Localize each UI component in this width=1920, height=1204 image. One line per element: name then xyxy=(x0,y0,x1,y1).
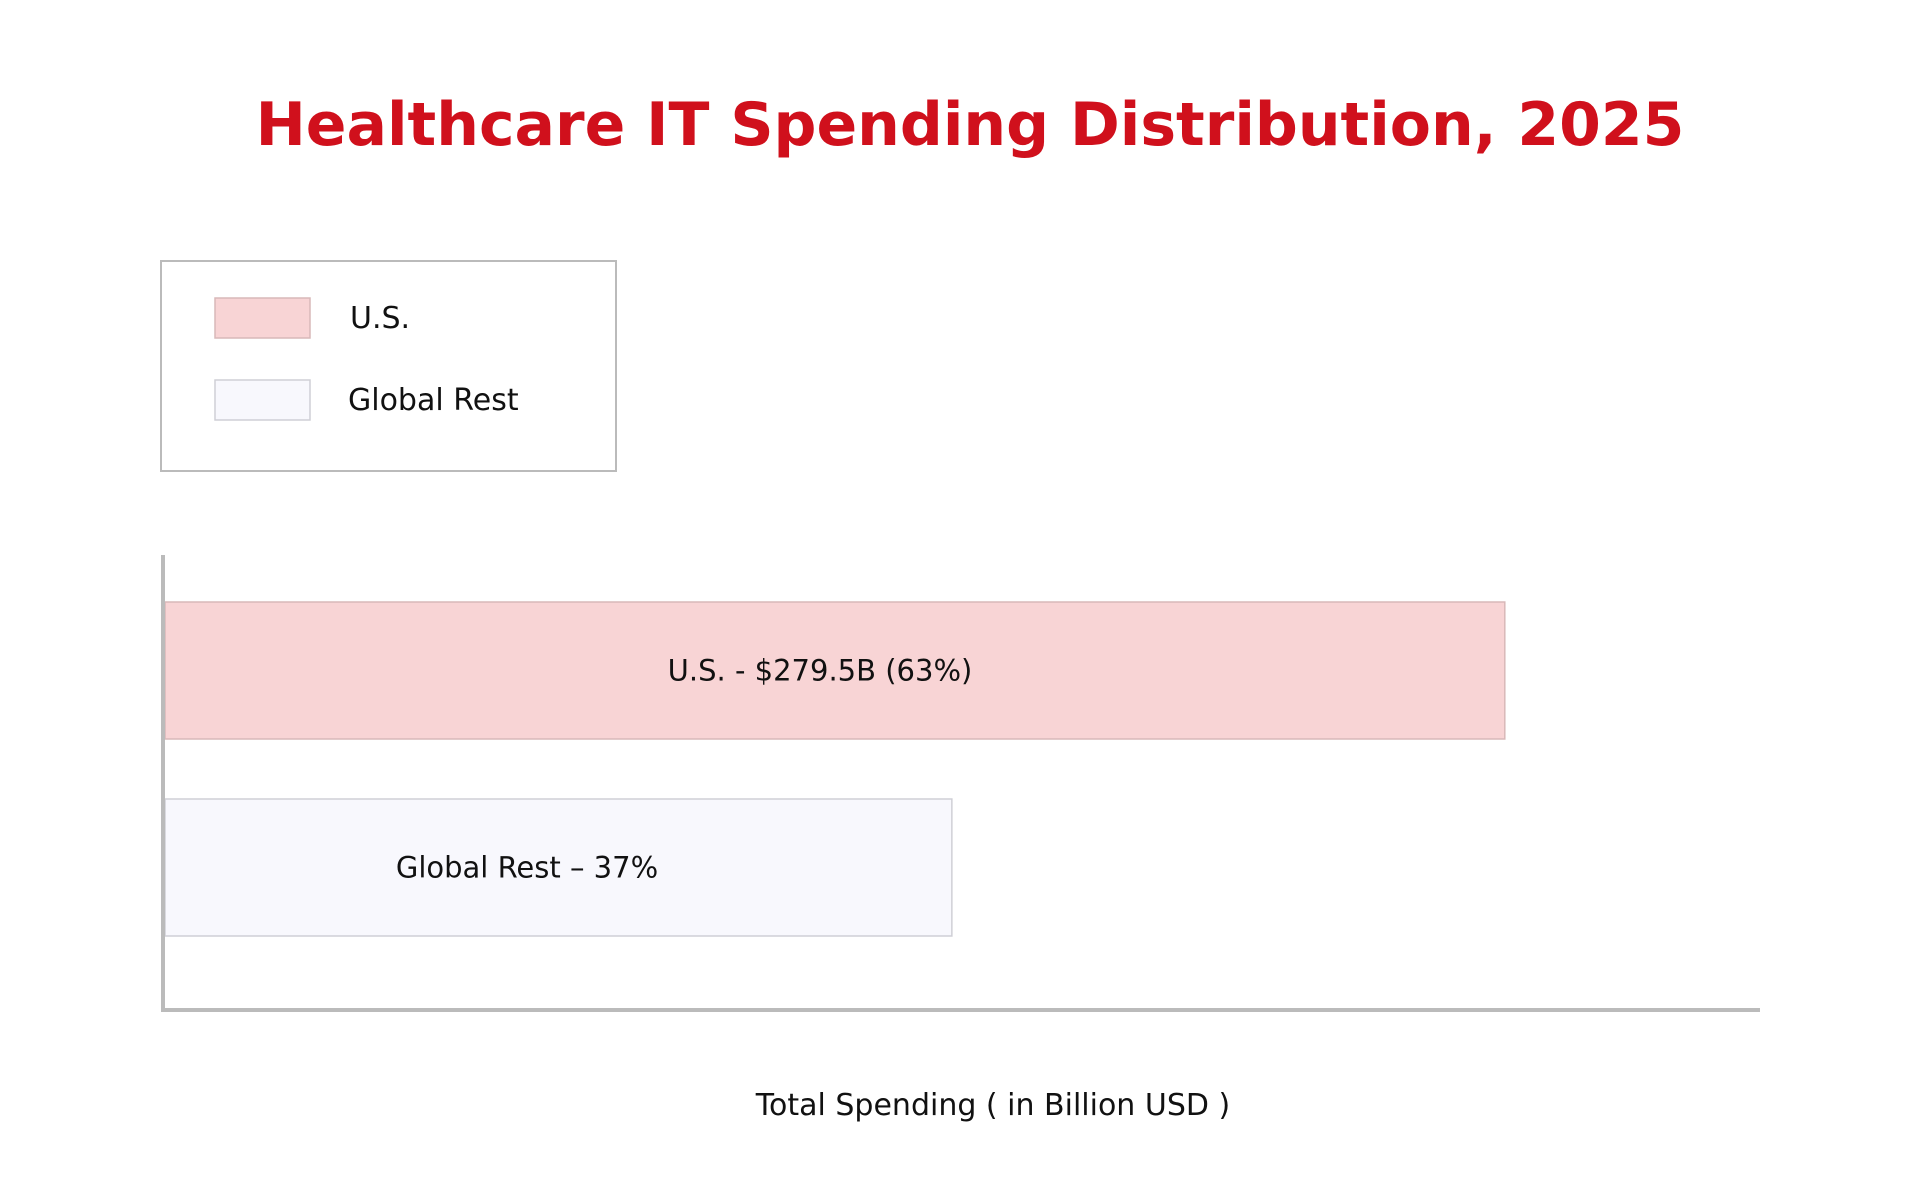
x-axis-label: Total Spending ( in Billion USD ) xyxy=(755,1088,1230,1123)
legend-label-global-rest: Global Rest xyxy=(348,383,519,418)
legend-swatch-us xyxy=(214,297,311,339)
bar-us xyxy=(164,601,1506,740)
legend-label-us: U.S. xyxy=(350,301,410,336)
legend: U.S. Global Rest xyxy=(160,260,617,472)
legend-swatch-global-rest xyxy=(214,379,311,421)
bar-label-global-rest: Global Rest – 37% xyxy=(396,851,658,885)
bar-label-us: U.S. - $279.5B (63%) xyxy=(668,654,973,688)
legend-box xyxy=(160,260,617,472)
chart-title: Healthcare IT Spending Distribution, 202… xyxy=(256,90,1685,160)
bars-group: U.S. - $279.5B (63%) Global Rest – 37% xyxy=(164,601,1506,937)
bar-global-rest xyxy=(164,798,953,937)
